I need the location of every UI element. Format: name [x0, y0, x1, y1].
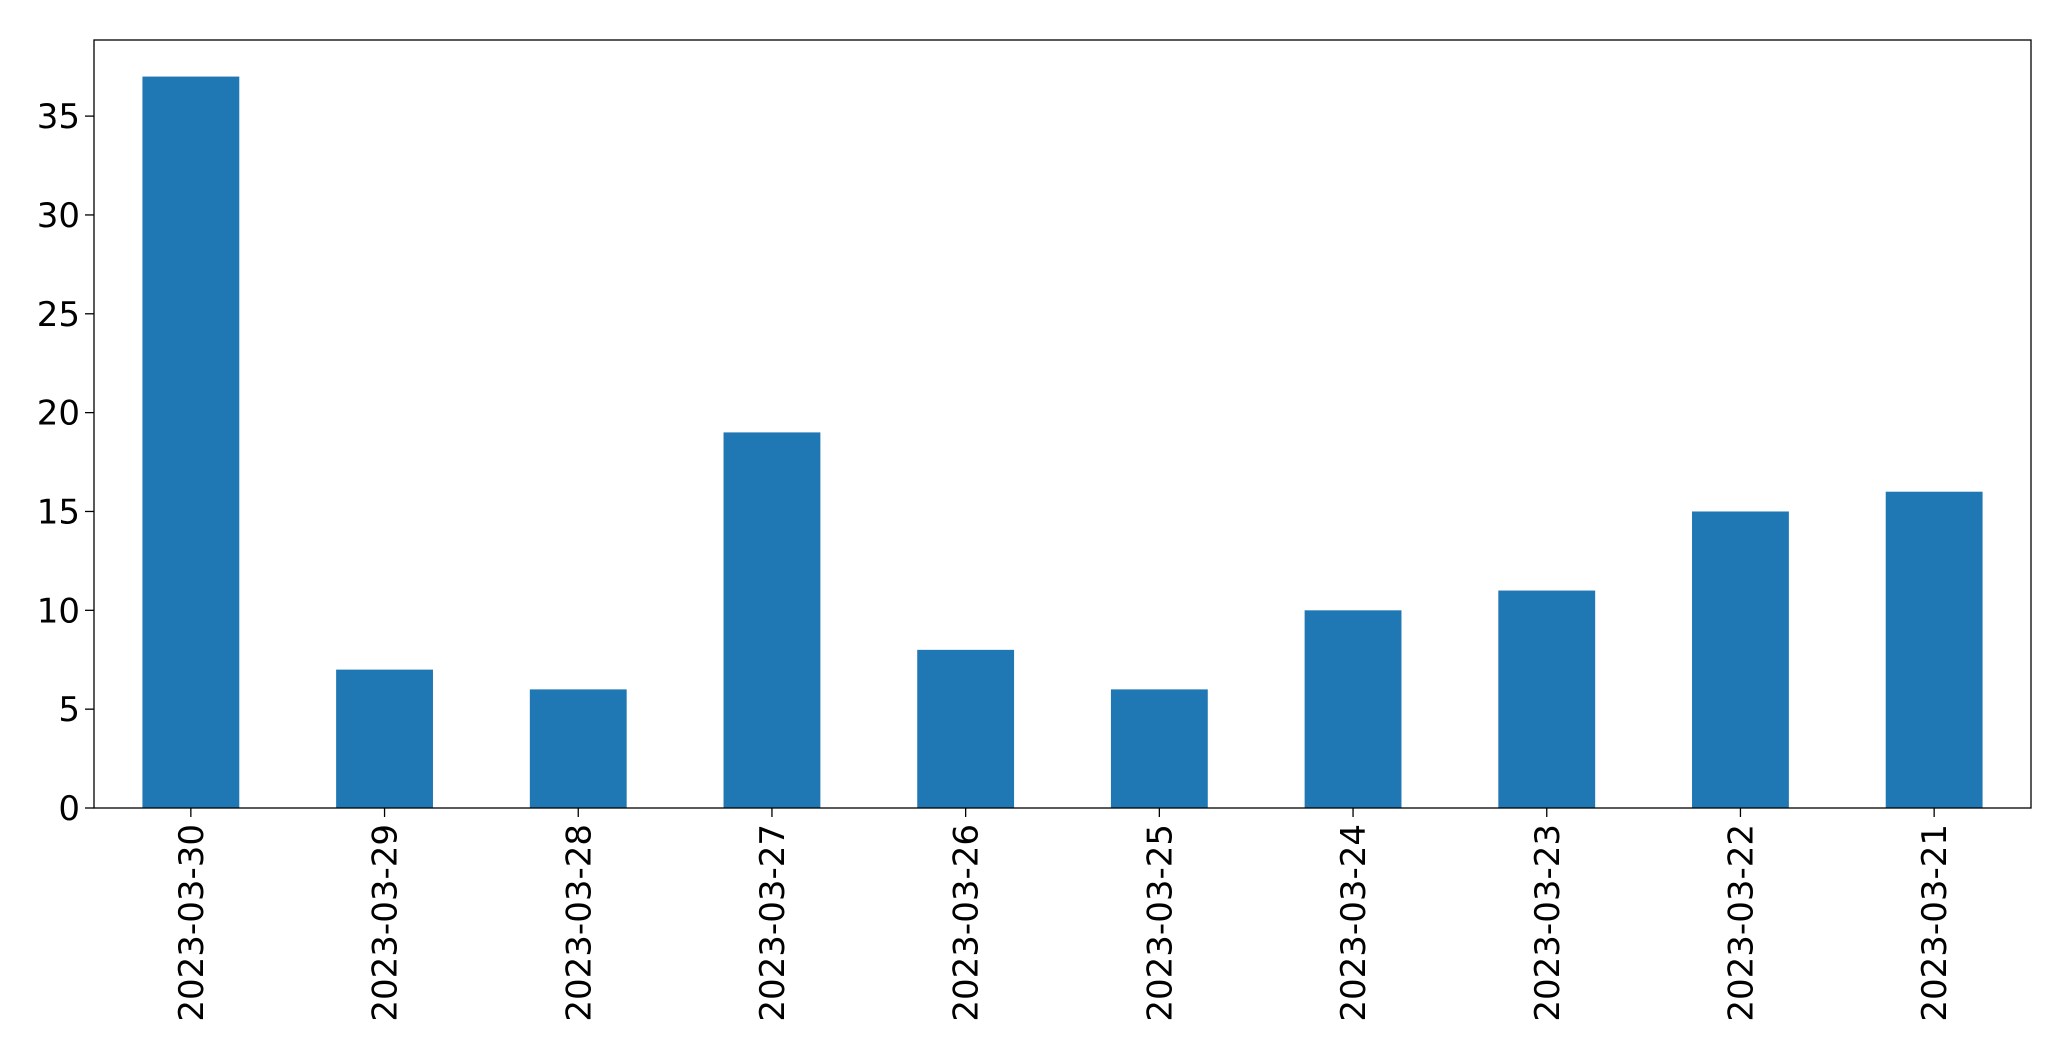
- x-tick-label: 2023-03-21: [1915, 824, 1955, 1022]
- bar: [1498, 590, 1596, 808]
- bar: [142, 76, 240, 809]
- x-tick-label: 2023-03-26: [947, 824, 987, 1022]
- bar: [1692, 511, 1789, 808]
- bar: [1110, 689, 1208, 808]
- x-tick-label: 2023-03-24: [1334, 824, 1374, 1022]
- bar: [529, 689, 627, 808]
- x-tick-label: 2023-03-25: [1140, 824, 1180, 1022]
- bar: [1885, 491, 1983, 808]
- x-tick-label: 2023-03-22: [1721, 824, 1761, 1022]
- x-tick-label: 2023-03-29: [366, 824, 406, 1022]
- x-tick-label: 2023-03-27: [753, 824, 793, 1022]
- x-tick-label: 2023-03-30: [172, 824, 212, 1022]
- bar: [723, 432, 821, 808]
- y-tick-label: 15: [37, 492, 80, 532]
- y-tick-label: 35: [37, 97, 80, 137]
- bar: [336, 669, 433, 808]
- y-tick-label: 10: [37, 591, 80, 631]
- x-tick-label: 2023-03-23: [1528, 824, 1568, 1022]
- y-tick-label: 20: [37, 394, 80, 434]
- y-tick-label: 5: [58, 690, 80, 730]
- bar: [1304, 610, 1402, 808]
- y-tick-label: 30: [37, 196, 80, 236]
- y-tick-label: 0: [58, 789, 80, 829]
- x-tick-label: 2023-03-28: [559, 824, 599, 1022]
- axes-frame: [93, 39, 2032, 809]
- y-tick-label: 25: [37, 295, 80, 335]
- bar: [917, 649, 1015, 808]
